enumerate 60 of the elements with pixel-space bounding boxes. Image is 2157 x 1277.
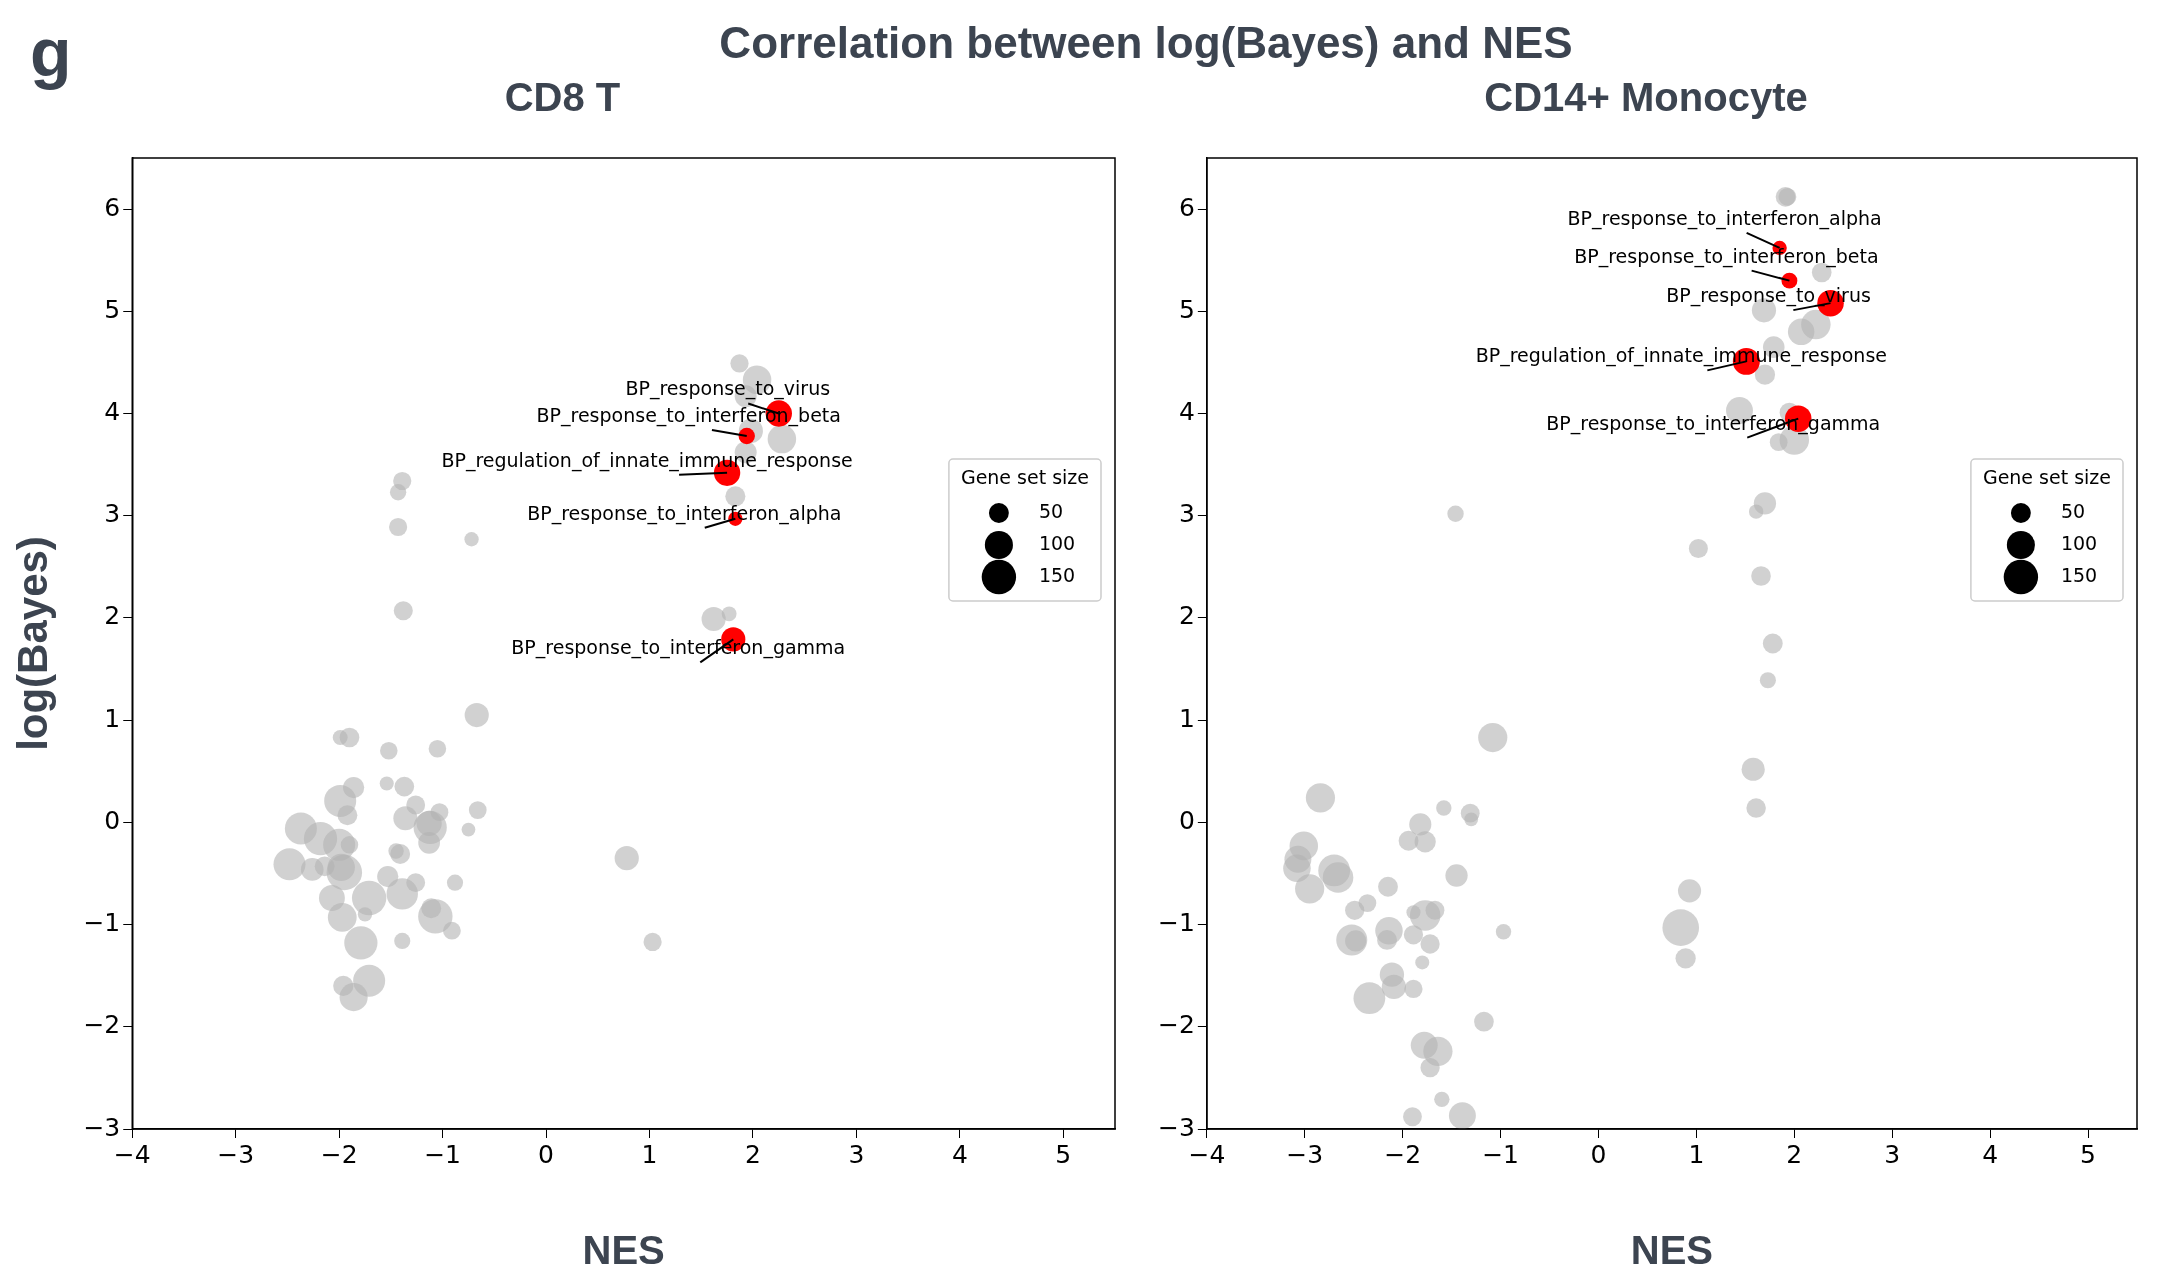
annotation: BP_response_to_interferon_alpha [1567, 206, 1882, 230]
y-tick-label: 2 [104, 601, 121, 631]
legend-label: 150 [2060, 563, 2098, 586]
x-tick-label: 5 [2080, 1139, 2096, 1169]
y-tick-label: 5 [104, 294, 121, 324]
x-tick-label: −4 [113, 1139, 151, 1169]
x-tick-label: 2 [1786, 1139, 1803, 1169]
x-tick-label: −4 [1188, 1139, 1226, 1169]
y-tick-label: 6 [104, 192, 121, 222]
y-tick-label: −1 [83, 908, 121, 938]
x-axis-title: NES [1630, 1228, 1714, 1273]
x-tick-label: 3 [848, 1139, 865, 1169]
chart-title: CD14+ Monocyte [1484, 75, 1808, 120]
y-tick-label: 5 [1178, 294, 1195, 324]
x-tick-label: 4 [1982, 1139, 1999, 1169]
annotation: BP_response_to_interferon_alpha [527, 501, 842, 525]
x-tick-label: 5 [1055, 1139, 1072, 1169]
x-tick-label: 0 [538, 1139, 554, 1169]
text: g [30, 14, 72, 90]
text: Correlation between log(Bayes) and NES [718, 18, 1574, 68]
x-tick-label: −3 [1286, 1139, 1324, 1169]
x-tick-label: −2 [1384, 1139, 1422, 1169]
y-tick-label: 3 [1178, 499, 1195, 529]
legend-label: 100 [1038, 531, 1076, 554]
y-tick-label: 1 [1178, 703, 1195, 733]
legend-label: 50 [2060, 499, 2086, 522]
annotation: BP_regulation_of_innate_immune_response [441, 448, 853, 472]
y-tick-label: 0 [1178, 805, 1195, 835]
x-tick-label: 3 [1884, 1139, 1901, 1169]
legend-title: Gene set size [960, 465, 1089, 488]
legend-label: 150 [1038, 563, 1076, 586]
x-tick-label: 1 [641, 1139, 658, 1169]
y-tick-label: −3 [1157, 1112, 1195, 1142]
x-tick-label: 2 [744, 1139, 761, 1169]
chart-title: CD8 T [504, 75, 621, 120]
y-tick-label: 1 [104, 703, 121, 733]
x-tick-label: −2 [320, 1139, 358, 1169]
y-tick-label: 4 [1178, 397, 1195, 427]
y-tick-label: −2 [83, 1010, 121, 1040]
y-tick-label: −2 [1157, 1010, 1195, 1040]
y-axis-title: log(Bayes) [8, 536, 56, 751]
legend-title: Gene set size [1982, 465, 2111, 488]
x-tick-label: −1 [1482, 1139, 1520, 1169]
x-tick-label: −3 [217, 1139, 255, 1169]
x-tick-label: 1 [1688, 1139, 1705, 1169]
y-tick-label: 0 [104, 805, 121, 835]
y-tick-label: −1 [1157, 908, 1195, 938]
x-tick-label: 0 [1590, 1139, 1607, 1169]
y-tick-label: 3 [104, 499, 121, 529]
legend-label: 50 [1038, 499, 1064, 522]
y-tick-label: 6 [1178, 192, 1195, 222]
x-tick-label: −1 [424, 1139, 462, 1169]
y-tick-label: 2 [1178, 601, 1195, 631]
legend-label: 100 [2060, 531, 2098, 554]
y-tick-label: 4 [104, 397, 121, 427]
x-axis-title: NES [582, 1228, 665, 1273]
annotation: BP_response_to_interferon_beta [1574, 244, 1879, 268]
annotation: BP_response_to_virus [625, 377, 831, 401]
y-tick-label: −3 [83, 1112, 121, 1142]
x-tick-label: 4 [951, 1139, 968, 1169]
